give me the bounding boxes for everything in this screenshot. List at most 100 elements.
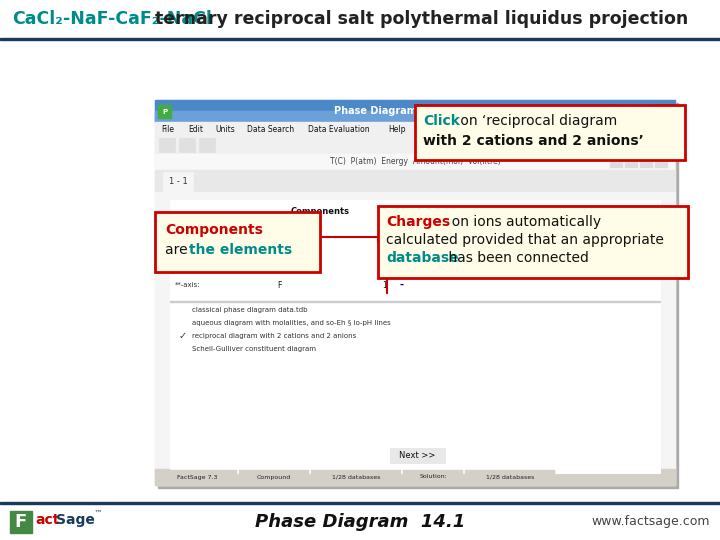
Bar: [610, 156, 623, 168]
Text: Data Search: Data Search: [248, 125, 294, 133]
Bar: [155, 154, 675, 170]
Bar: [239, 470, 309, 484]
Bar: [155, 100, 675, 122]
Text: Sage: Sage: [56, 513, 95, 527]
Text: Next >>: Next >>: [399, 451, 435, 460]
Text: 1 - 1: 1 - 1: [168, 178, 187, 186]
Bar: [155, 469, 675, 485]
Text: Cl: Cl: [277, 262, 284, 272]
Bar: [625, 156, 638, 168]
Text: Compound: Compound: [257, 475, 291, 480]
Bar: [163, 172, 193, 191]
Text: □: □: [640, 107, 648, 116]
Bar: [155, 136, 675, 154]
Text: are: are: [165, 243, 192, 257]
Bar: [178, 345, 187, 354]
Bar: [640, 156, 653, 168]
Text: - 2 anions (bottom, Y-axis): - 2 anions (bottom, Y-axis): [455, 230, 546, 237]
Bar: [158, 105, 171, 118]
Text: _: _: [623, 107, 627, 116]
Bar: [403, 470, 463, 484]
Bar: [375, 224, 397, 238]
Text: X: X: [660, 107, 666, 116]
Text: the elements: the elements: [189, 243, 292, 257]
Bar: [170, 200, 660, 473]
Text: Components: Components: [290, 207, 349, 217]
Bar: [375, 260, 397, 274]
Bar: [10, 511, 32, 533]
Bar: [636, 104, 652, 119]
Bar: [655, 156, 668, 168]
Text: 1: 1: [382, 280, 387, 289]
Bar: [270, 278, 370, 292]
Bar: [375, 278, 397, 292]
Bar: [270, 242, 370, 256]
Text: classical phase diagram data.tdb: classical phase diagram data.tdb: [192, 307, 307, 313]
Bar: [155, 122, 675, 136]
Text: 1/28 databases: 1/28 databases: [486, 475, 534, 480]
Text: has been connected: has been connected: [444, 251, 589, 265]
Text: +: +: [398, 226, 406, 236]
Text: Solution:: Solution:: [419, 475, 447, 480]
Text: Charges: Charges: [386, 215, 450, 229]
Bar: [0, 40, 720, 504]
Text: 2: 2: [382, 245, 387, 253]
Bar: [0, 502, 720, 504]
Text: aqueous diagram with molalities, and so-Eh § io-pH lines: aqueous diagram with molalities, and so-…: [192, 320, 391, 326]
Bar: [155, 212, 320, 272]
Text: 1: 1: [382, 262, 387, 272]
Text: Edit: Edit: [188, 125, 203, 133]
Text: ™: ™: [94, 509, 102, 517]
Bar: [270, 224, 370, 238]
Text: CaCl₂-NaF-CaF₂-NaCl: CaCl₂-NaF-CaF₂-NaCl: [12, 10, 212, 28]
Bar: [158, 103, 678, 488]
Text: T(C)  P(atm)  Energy  Amount(mol)  Vol(litre): T(C) P(atm) Energy Amount(mol) Vol(litre…: [330, 158, 500, 166]
Text: F: F: [15, 513, 27, 531]
Text: www.factsage.com: www.factsage.com: [592, 516, 710, 529]
Bar: [170, 301, 660, 302]
Bar: [311, 470, 401, 484]
Text: on ‘reciprocal diagram: on ‘reciprocal diagram: [456, 114, 617, 128]
Text: on ions automatically: on ions automatically: [443, 215, 601, 229]
Bar: [155, 192, 675, 485]
Text: act: act: [35, 513, 59, 527]
Text: - A1-anion (mp, X-axis): - A1-anion (mp, X-axis): [455, 219, 535, 225]
Text: -: -: [400, 280, 404, 290]
Text: File: File: [161, 125, 174, 133]
Bar: [155, 170, 675, 192]
Text: Components: Components: [165, 223, 263, 237]
Text: ternary reciprocal salt polythermal liquidus projection: ternary reciprocal salt polythermal liqu…: [149, 10, 688, 28]
Text: reciprocal diagram with 2 cations and 2 anions: reciprocal diagram with 2 cations and 2 …: [192, 333, 356, 339]
Text: -: -: [400, 262, 404, 272]
Bar: [178, 319, 187, 328]
Bar: [199, 138, 215, 152]
Text: Click: Click: [423, 114, 460, 128]
Bar: [0, 504, 720, 540]
Text: database: database: [386, 251, 459, 265]
Text: Valence: Valence: [387, 207, 423, 217]
Text: +: +: [398, 244, 406, 254]
Text: 1/28 databases: 1/28 databases: [332, 475, 380, 480]
Bar: [378, 206, 688, 278]
Bar: [655, 104, 671, 119]
Bar: [617, 104, 633, 119]
Text: **-axis:: **-axis:: [175, 282, 201, 288]
Bar: [375, 242, 397, 256]
Text: Na: Na: [277, 226, 287, 235]
Bar: [155, 100, 675, 485]
Text: Scheil-Gulliver constituent diagram: Scheil-Gulliver constituent diagram: [192, 346, 316, 352]
Text: Help: Help: [388, 125, 405, 133]
Bar: [178, 306, 187, 315]
Text: - mass (mol): - mass (mol): [455, 241, 499, 247]
Text: with 2 cations and 2 anions’: with 2 cations and 2 anions’: [423, 134, 644, 148]
Text: FactSage 7.3: FactSage 7.3: [176, 475, 217, 480]
Text: Ca: Ca: [277, 245, 287, 253]
Text: F: F: [277, 280, 282, 289]
Text: 1: 1: [382, 226, 387, 235]
Text: Reciprocal diagram: Reciprocal diagram: [455, 207, 529, 217]
Bar: [178, 332, 187, 341]
Bar: [0, 0, 720, 38]
Text: P: P: [162, 109, 167, 115]
Text: ✓: ✓: [179, 331, 186, 341]
Bar: [0, 38, 720, 40]
